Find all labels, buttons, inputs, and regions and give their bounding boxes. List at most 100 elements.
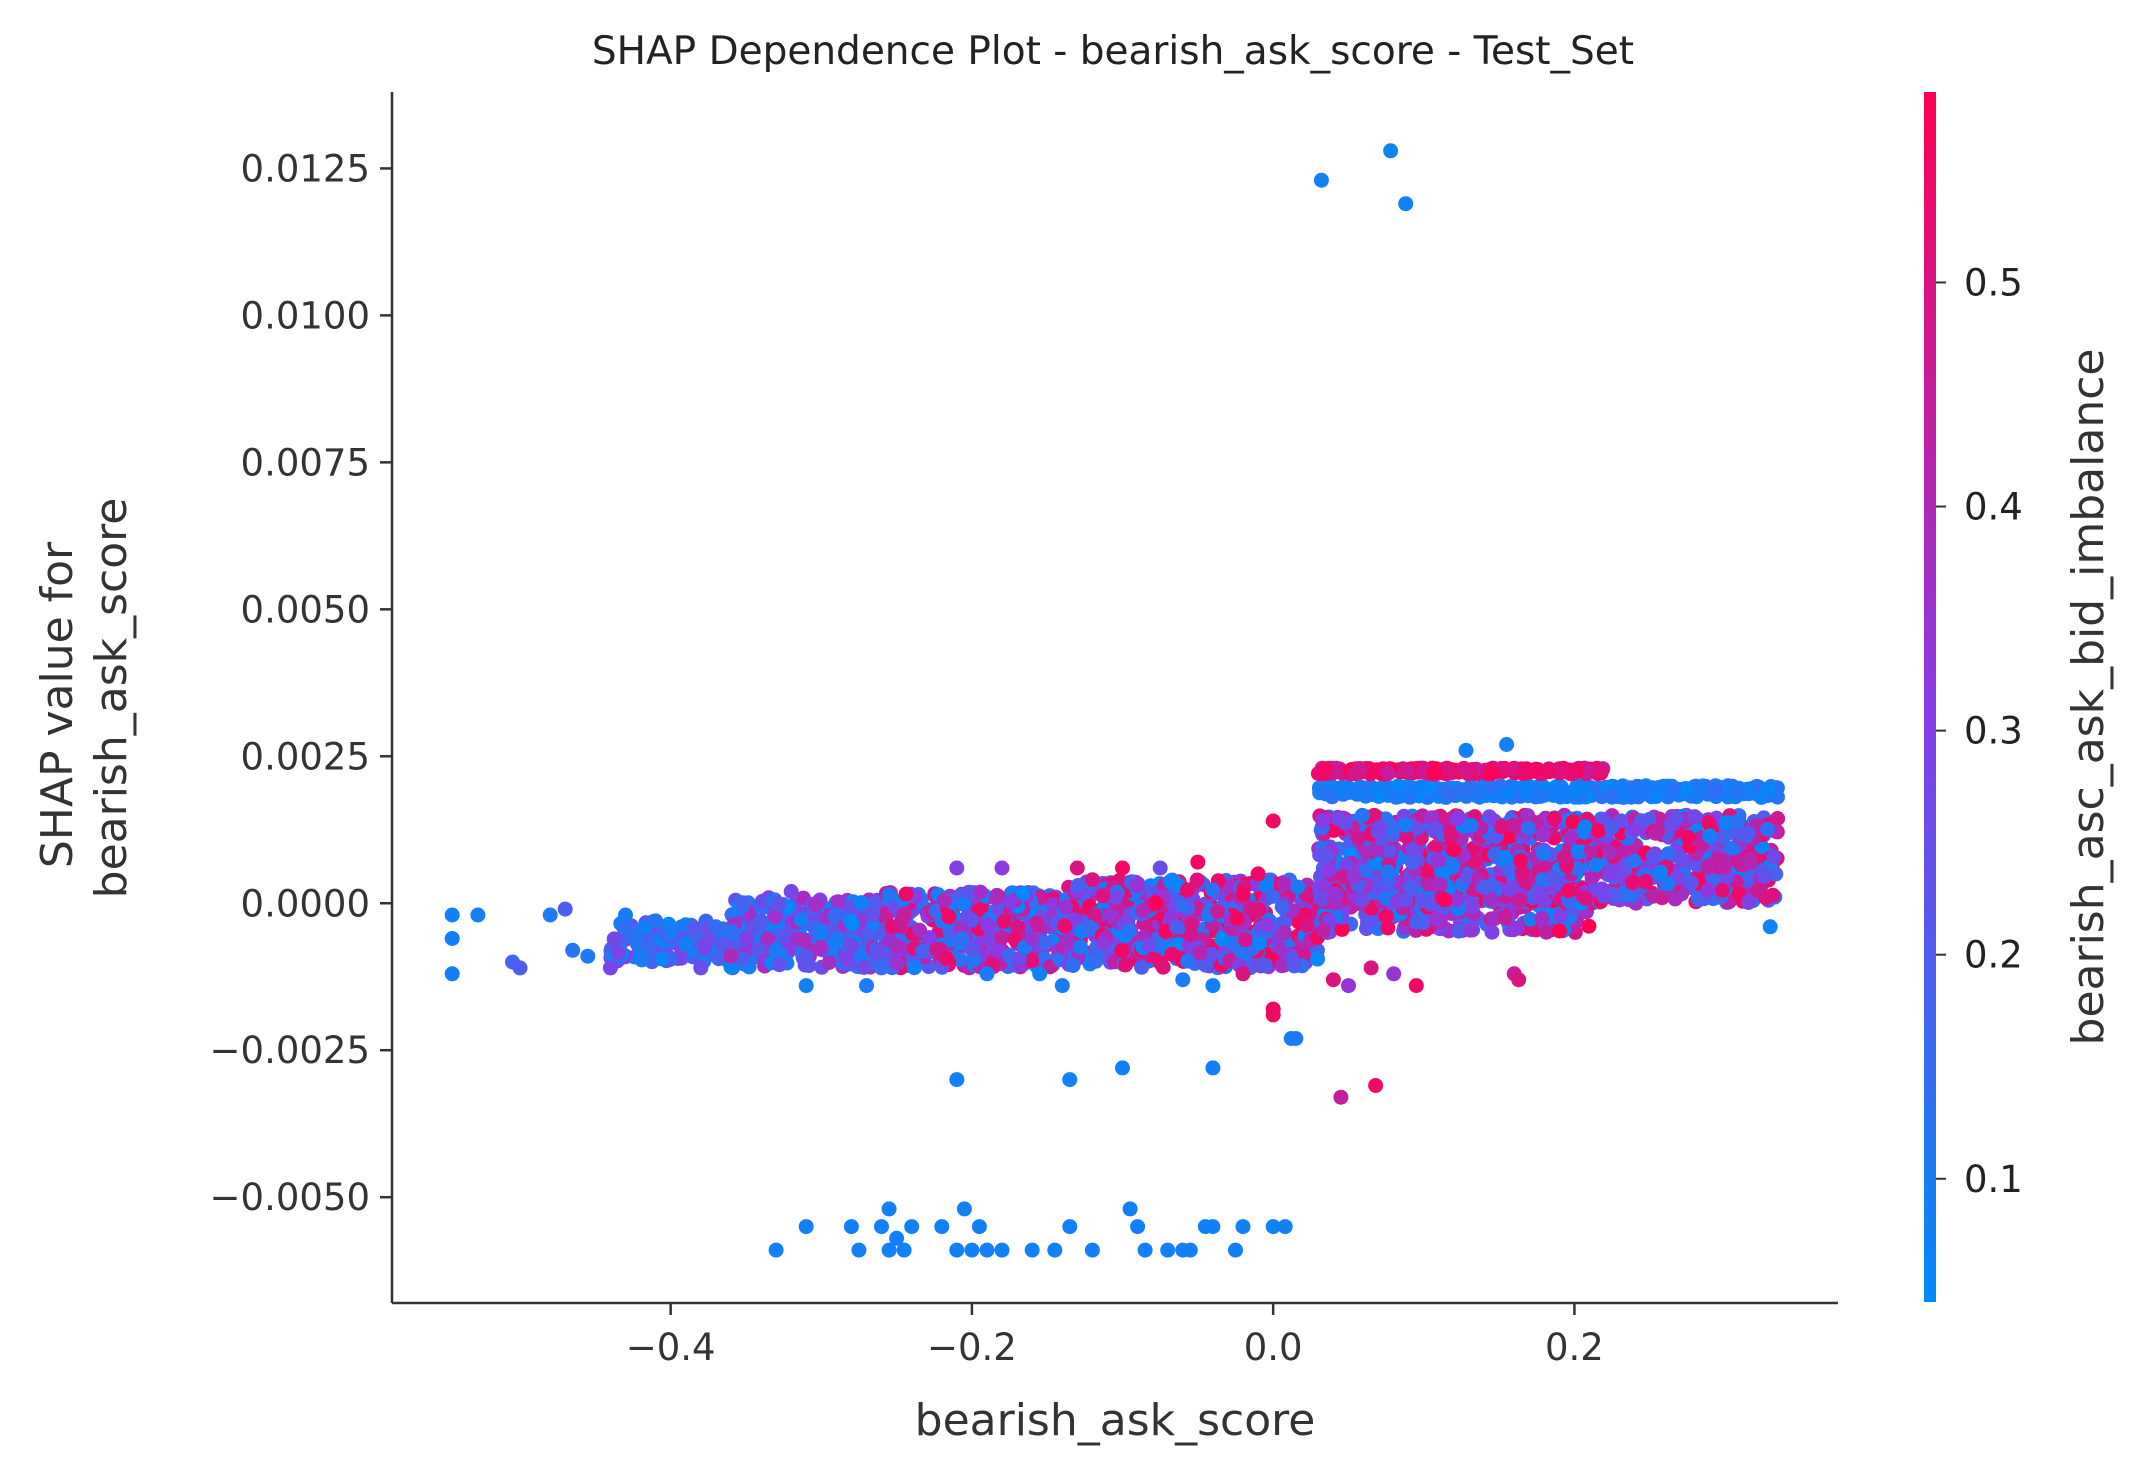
scatter-point-dense bbox=[1024, 953, 1039, 968]
scatter-point-dense bbox=[1192, 945, 1208, 961]
scatter-point bbox=[1341, 978, 1356, 994]
scatter-point-dense bbox=[1189, 872, 1205, 888]
scatter-point bbox=[904, 1219, 920, 1235]
scatter-point bbox=[444, 907, 460, 923]
scatter-point bbox=[768, 1242, 784, 1258]
scatter-point-dense bbox=[1556, 850, 1572, 865]
scatter-point bbox=[956, 1201, 972, 1217]
scatter-point bbox=[881, 1201, 897, 1217]
scatter-point bbox=[1398, 196, 1414, 212]
scatter-point-dense bbox=[1205, 882, 1221, 898]
scatter-point-dense bbox=[1082, 919, 1097, 935]
scatter-point bbox=[557, 901, 573, 917]
scatter-point-dense bbox=[996, 914, 1012, 929]
scatter-point-dense bbox=[1380, 920, 1396, 936]
scatter-point-dense bbox=[1602, 844, 1618, 860]
scatter-point-dense bbox=[1378, 908, 1394, 924]
scatter-point-dense bbox=[1277, 925, 1293, 941]
y-axis-title: SHAP value for bearish_ask_score bbox=[32, 498, 137, 899]
scatter-point-dense bbox=[1315, 923, 1331, 939]
scatter-point-dense bbox=[724, 924, 739, 940]
scatter-point-dense bbox=[1057, 918, 1073, 934]
scatter-point-dense bbox=[619, 921, 634, 937]
scatter-point bbox=[1762, 919, 1778, 935]
scatter-point-dense bbox=[889, 955, 905, 971]
scatter-point bbox=[444, 931, 460, 946]
scatter-point-dense bbox=[1546, 811, 1562, 826]
scatter-point-dense bbox=[1465, 899, 1481, 914]
scatter-point-dense bbox=[1660, 876, 1676, 892]
scatter-point-dense bbox=[610, 945, 626, 961]
scatter-point-dense bbox=[1358, 863, 1374, 879]
scatter-point bbox=[1265, 813, 1281, 829]
scatter-point-dense bbox=[1328, 886, 1344, 902]
x-axis-ticks: −0.4 −0.2 0.0 0.2 bbox=[626, 1303, 1604, 1369]
scatter-point bbox=[1313, 172, 1329, 188]
scatter-point-dense bbox=[1274, 958, 1290, 974]
scatter-point-dense bbox=[767, 909, 783, 925]
scatter-point bbox=[693, 960, 709, 976]
scatter-point bbox=[633, 948, 648, 964]
scatter-point-dense bbox=[1114, 943, 1130, 959]
scatter-point bbox=[1024, 931, 1040, 946]
scatter-point-dense bbox=[1577, 890, 1593, 906]
scatter-point-dense bbox=[1331, 811, 1346, 827]
scatter-point bbox=[851, 1242, 867, 1258]
scatter-point bbox=[1386, 966, 1402, 982]
scatter-point-dense bbox=[1561, 883, 1576, 899]
scatter-point bbox=[1024, 1242, 1040, 1258]
scatter-point-dense bbox=[1460, 782, 1476, 798]
scatter-point bbox=[859, 978, 874, 994]
scatter-point-dense bbox=[1290, 879, 1306, 895]
scatter-point-dense bbox=[1537, 893, 1553, 909]
scatter-point-dense bbox=[1405, 841, 1421, 857]
scatter-point-dense bbox=[1392, 788, 1408, 804]
scatter-point-dense bbox=[1760, 821, 1775, 837]
scatter-point-dense bbox=[1592, 763, 1608, 779]
y-tick-label: 0.0100 bbox=[241, 294, 370, 337]
scatter-point-dense bbox=[856, 959, 872, 975]
scatter-point bbox=[708, 919, 724, 935]
scatter-point bbox=[542, 907, 558, 923]
scatter-point bbox=[798, 978, 814, 994]
scatter-point-dense bbox=[1714, 882, 1730, 898]
scatter-point-dense bbox=[1398, 892, 1414, 908]
scatter-point-dense bbox=[1497, 849, 1513, 865]
scatter-point-dense bbox=[889, 938, 905, 954]
scatter-point-dense bbox=[1663, 817, 1679, 833]
scatter-point-dense bbox=[1760, 782, 1776, 798]
scatter-point-dense bbox=[1542, 764, 1558, 780]
scatter-point-dense bbox=[1645, 848, 1661, 864]
scatter-point-dense bbox=[1065, 958, 1081, 973]
scatter-point-dense bbox=[793, 912, 809, 928]
scatter-point-dense bbox=[1591, 823, 1607, 839]
scatter-point-dense bbox=[1409, 914, 1425, 930]
scatter-point bbox=[934, 1219, 950, 1235]
scatter-point bbox=[1205, 1060, 1221, 1076]
scatter-point-dense bbox=[912, 922, 927, 938]
scatter-point bbox=[1333, 1089, 1349, 1105]
scatter-point bbox=[1383, 143, 1399, 159]
scatter-point-dense bbox=[1214, 931, 1230, 947]
scatter-point-dense bbox=[1708, 782, 1724, 798]
scatter-point bbox=[1235, 1219, 1251, 1235]
scatter-point-dense bbox=[1552, 923, 1567, 939]
scatter-point bbox=[768, 942, 784, 958]
scatter-point bbox=[1205, 978, 1221, 994]
scatter-point-dense bbox=[1678, 781, 1694, 796]
scatter-point-dense bbox=[1134, 959, 1150, 975]
scatter-point-dense bbox=[1462, 922, 1478, 938]
scatter-point-dense bbox=[1180, 953, 1196, 969]
y-tick-label: 0.0050 bbox=[241, 588, 370, 631]
scatter-point-dense bbox=[1458, 764, 1474, 780]
scatter-point-dense bbox=[1426, 765, 1442, 781]
scatter-point-dense bbox=[1350, 785, 1366, 801]
scatter-point-dense bbox=[1494, 819, 1510, 835]
scatter-point-dense bbox=[1118, 957, 1133, 973]
scatter-point-dense bbox=[1319, 848, 1335, 864]
scatter-point-dense bbox=[1506, 817, 1522, 833]
scatter-point-dense bbox=[1372, 819, 1388, 835]
scatter-point-dense bbox=[936, 892, 952, 908]
colorbar-tick-label: 0.5 bbox=[1964, 261, 2023, 304]
